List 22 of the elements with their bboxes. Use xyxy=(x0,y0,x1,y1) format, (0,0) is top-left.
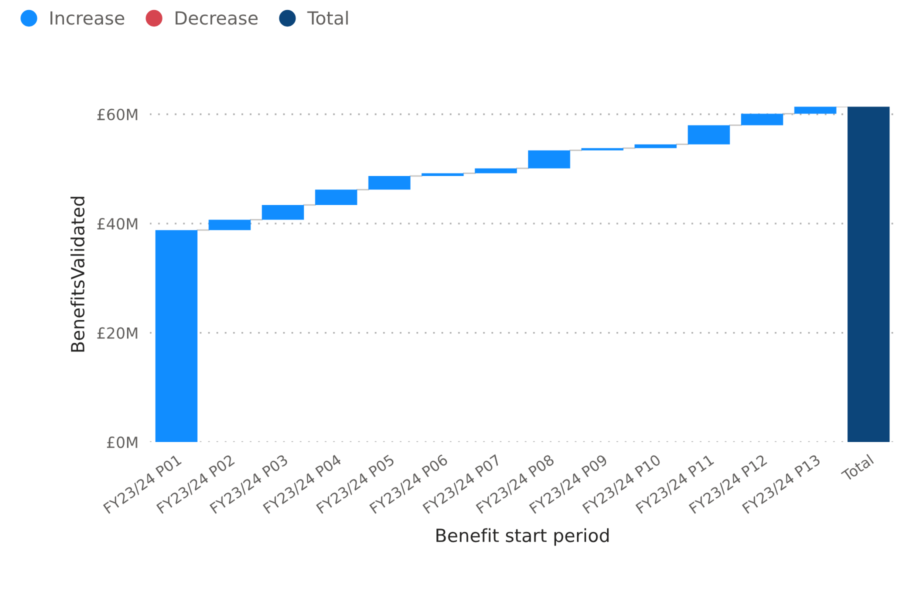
x-axis-title: Benefit start period xyxy=(436,528,609,546)
bar xyxy=(155,230,198,442)
legend-label: Decrease xyxy=(176,11,258,25)
y-tick-label: £20M xyxy=(97,327,138,339)
bar xyxy=(794,106,836,114)
legend-label: Total xyxy=(307,10,348,25)
bar xyxy=(741,114,784,126)
bar xyxy=(474,168,517,174)
bar xyxy=(208,220,251,230)
bar xyxy=(848,106,890,442)
legend-label: Increase xyxy=(50,11,124,25)
bar xyxy=(368,176,410,190)
y-axis-title: BenefitsValidated xyxy=(70,196,85,352)
bar xyxy=(688,125,730,144)
y-tick-label: £40M xyxy=(97,218,138,230)
bar xyxy=(528,150,570,168)
y-tick-label: £0M xyxy=(107,436,138,448)
bar xyxy=(315,190,358,205)
bar xyxy=(262,204,304,220)
bar xyxy=(422,173,464,176)
bar xyxy=(634,144,677,148)
y-tick-label: £60M xyxy=(97,108,138,120)
